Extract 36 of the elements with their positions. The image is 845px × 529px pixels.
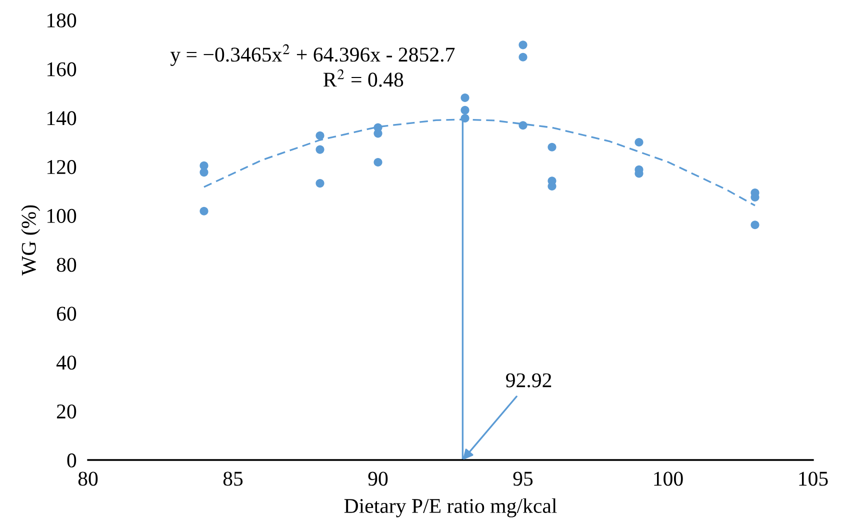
x-tick-label: 95 [513, 472, 533, 486]
point [316, 179, 324, 188]
y-tick-label: 60 [56, 306, 76, 321]
y-tick-label: 140 [47, 111, 76, 126]
annotation: 92.92 [506, 373, 552, 388]
x-tick-label: 80 [78, 472, 98, 486]
point [548, 142, 556, 152]
y-tick-label: 180 [47, 13, 76, 28]
point [460, 93, 470, 102]
y-tick-label: 0 [67, 453, 76, 468]
y-tick-label: 160 [47, 62, 76, 76]
x-tick-label: 90 [368, 472, 388, 486]
x-axis-title: Dietary P/E ratio mg/kcal [344, 498, 557, 518]
point [460, 106, 470, 114]
y-tick-label: 40 [56, 356, 76, 370]
y-tick-label: 20 [56, 404, 76, 419]
point [518, 40, 528, 50]
point [750, 220, 760, 230]
y-tick-label: 120 [47, 160, 76, 174]
annotation: y = −0.3465x$^{2}$ + 64.396x - 2852.7 [170, 44, 455, 66]
point [200, 168, 208, 177]
point [316, 131, 324, 140]
x-tick-label: 105 [799, 472, 828, 486]
point [200, 206, 208, 216]
point [634, 138, 644, 147]
point [374, 158, 382, 167]
y-tick-label: 80 [56, 258, 76, 272]
x-tick-label: 85 [223, 472, 243, 486]
point [518, 52, 528, 62]
point [316, 145, 324, 154]
point [460, 114, 470, 123]
y-tick-label: 100 [47, 208, 76, 223]
x-tick-label: 100 [654, 472, 683, 486]
annotation: R$^{2}$ = 0.48 [323, 69, 404, 87]
y-axis-title: WG (%) [21, 205, 40, 276]
point [518, 121, 528, 130]
